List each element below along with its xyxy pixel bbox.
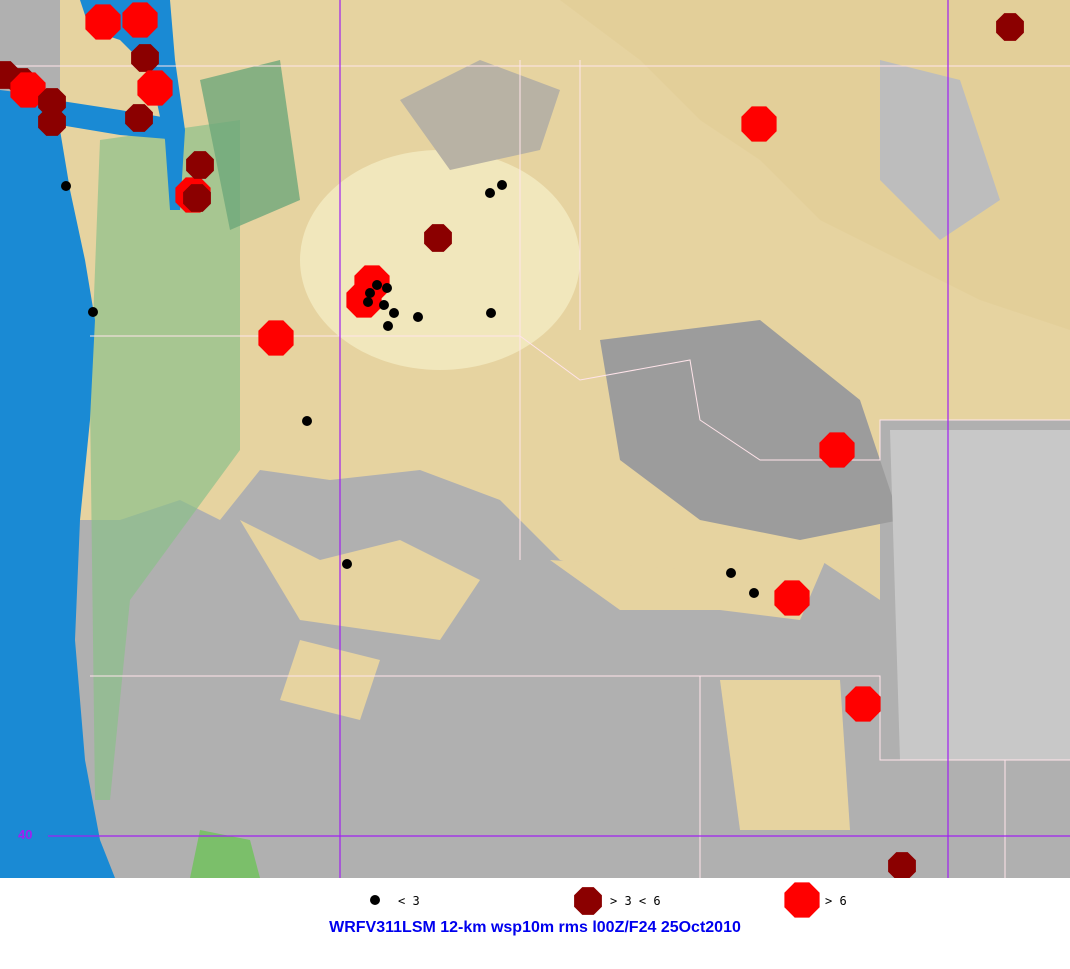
station-dot-low bbox=[382, 283, 392, 293]
station-octagon-high bbox=[10, 72, 46, 108]
station-dot-low bbox=[363, 297, 373, 307]
station-octagon-mid bbox=[131, 44, 159, 72]
sacramento-valley bbox=[190, 830, 260, 878]
legend-black-dot-icon bbox=[370, 895, 380, 905]
legend-dark-red-octagon-icon bbox=[574, 887, 602, 915]
legend-label-high: > 6 bbox=[825, 894, 847, 908]
station-dot-low bbox=[485, 188, 495, 198]
station-dot-low bbox=[413, 312, 423, 322]
station-octagon-mid bbox=[183, 184, 211, 212]
station-octagon-high bbox=[845, 686, 881, 722]
station-dot-low bbox=[383, 321, 393, 331]
station-octagon-mid bbox=[38, 88, 66, 116]
station-octagon-mid bbox=[125, 104, 153, 132]
legend-label-mid: > 3 < 6 bbox=[610, 894, 661, 908]
station-dot-low bbox=[749, 588, 759, 598]
station-dot-low bbox=[302, 416, 312, 426]
station-dot-low bbox=[365, 288, 375, 298]
columbia-basin bbox=[300, 150, 580, 370]
station-dot-low bbox=[379, 300, 389, 310]
station-markers bbox=[0, 2, 1024, 878]
coastal-lowlands bbox=[90, 60, 300, 800]
legend-red-octagon-icon bbox=[784, 882, 820, 918]
station-octagon-high bbox=[819, 432, 855, 468]
legend-label-low: < 3 bbox=[398, 894, 420, 908]
pacific-ocean bbox=[0, 90, 115, 878]
station-octagon-high bbox=[122, 2, 158, 38]
station-octagon-high bbox=[137, 70, 173, 106]
station-dot-low bbox=[61, 181, 71, 191]
map-title: WRFV311LSM 12-km wsp10m rms l00Z/F24 25O… bbox=[329, 919, 741, 936]
station-dot-low bbox=[342, 559, 352, 569]
map bbox=[0, 0, 1070, 878]
station-octagon-high bbox=[258, 320, 294, 356]
station-dot-low bbox=[372, 280, 382, 290]
state-borders bbox=[0, 60, 1070, 878]
station-octagon-mid bbox=[424, 224, 452, 252]
station-dot-low bbox=[486, 308, 496, 318]
station-dot-low bbox=[726, 568, 736, 578]
station-octagon-high bbox=[85, 4, 121, 40]
latitude-label: 40 bbox=[18, 827, 33, 842]
station-octagon-high bbox=[774, 580, 810, 616]
strait-of-juan-de-fuca bbox=[55, 100, 180, 140]
station-octagon-mid bbox=[186, 151, 214, 179]
station-octagon-mid bbox=[996, 13, 1024, 41]
station-dot-low bbox=[497, 180, 507, 190]
lat-lon-grid bbox=[48, 0, 1070, 878]
station-dot-low bbox=[389, 308, 399, 318]
station-dot-low bbox=[88, 307, 98, 317]
station-octagon-mid bbox=[888, 852, 916, 878]
station-octagon-high bbox=[741, 106, 777, 142]
station-octagon-mid bbox=[38, 108, 66, 136]
